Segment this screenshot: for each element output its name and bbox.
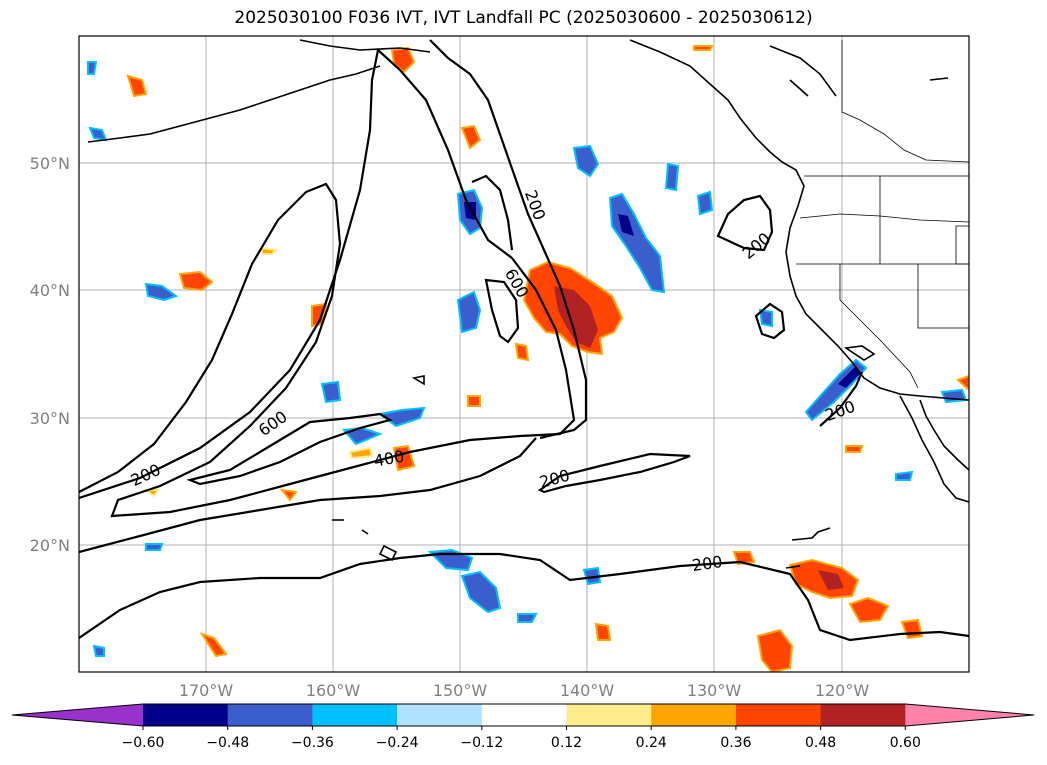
- borders: [796, 40, 969, 389]
- colorbar-extend-low: [12, 704, 143, 726]
- colorbar-tick-label: 0.24: [636, 735, 667, 751]
- lon-label-170w: 170°W: [179, 681, 234, 700]
- lon-label-140w: 140°W: [560, 681, 615, 700]
- colorbar-tick-label: −0.48: [206, 735, 249, 751]
- latitude-labels: 50°N 40°N 30°N 20°N: [30, 154, 70, 555]
- lon-label-160w: 160°W: [306, 681, 361, 700]
- lat-label-50n: 50°N: [30, 154, 70, 173]
- map-border: [78, 35, 970, 673]
- colorbar-segment: [312, 704, 398, 726]
- colorbar-segment: [227, 704, 313, 726]
- colorbar-segment: [651, 704, 737, 726]
- lat-label-30n: 30°N: [30, 409, 70, 428]
- colorbar: −0.60 −0.48 −0.36 −0.24 −0.12 0.12 0.24 0.36 0.4…: [11, 703, 1035, 751]
- coastlines: [87, 39, 969, 569]
- lon-label-150w: 150°W: [433, 681, 488, 700]
- contour-label: 200: [691, 552, 724, 575]
- colorbar-tick-label: −0.60: [122, 735, 165, 751]
- map-title: 2025030100 F036 IVT, IVT Landfall PC (20…: [234, 8, 813, 28]
- colorbar-tick-label: 0.60: [890, 735, 921, 751]
- colorbar-tick-label: −0.12: [460, 735, 503, 751]
- colorbar-tick-label: 0.12: [551, 735, 582, 751]
- colorbar-segments: [11, 703, 1035, 727]
- colorbar-tick-label: −0.36: [291, 735, 334, 751]
- colorbar-segment: [143, 704, 229, 726]
- lat-label-20n: 20°N: [30, 536, 70, 555]
- colorbar-tick-label: 0.48: [805, 735, 836, 751]
- colorbar-segment: [566, 704, 652, 726]
- longitude-labels: 170°W 160°W 150°W 140°W 130°W 120°W: [179, 681, 870, 700]
- colorbar-segment: [397, 704, 483, 726]
- colorbar-tick-label: −0.24: [376, 735, 419, 751]
- lon-label-130w: 130°W: [687, 681, 742, 700]
- graticule: [79, 36, 969, 672]
- colorbar-extend-high: [905, 704, 1034, 726]
- lon-label-120w: 120°W: [815, 681, 870, 700]
- colorbar-ticks: −0.60 −0.48 −0.36 −0.24 −0.12 0.12 0.24 0.36 0.4…: [122, 726, 921, 751]
- ivt-contours: [79, 39, 969, 642]
- colorbar-segment: [481, 704, 567, 726]
- colorbar-segment: [735, 704, 822, 726]
- colorbar-tick-label: 0.36: [720, 735, 751, 751]
- colorbar-segment: [820, 704, 906, 726]
- lat-label-40n: 40°N: [30, 281, 70, 300]
